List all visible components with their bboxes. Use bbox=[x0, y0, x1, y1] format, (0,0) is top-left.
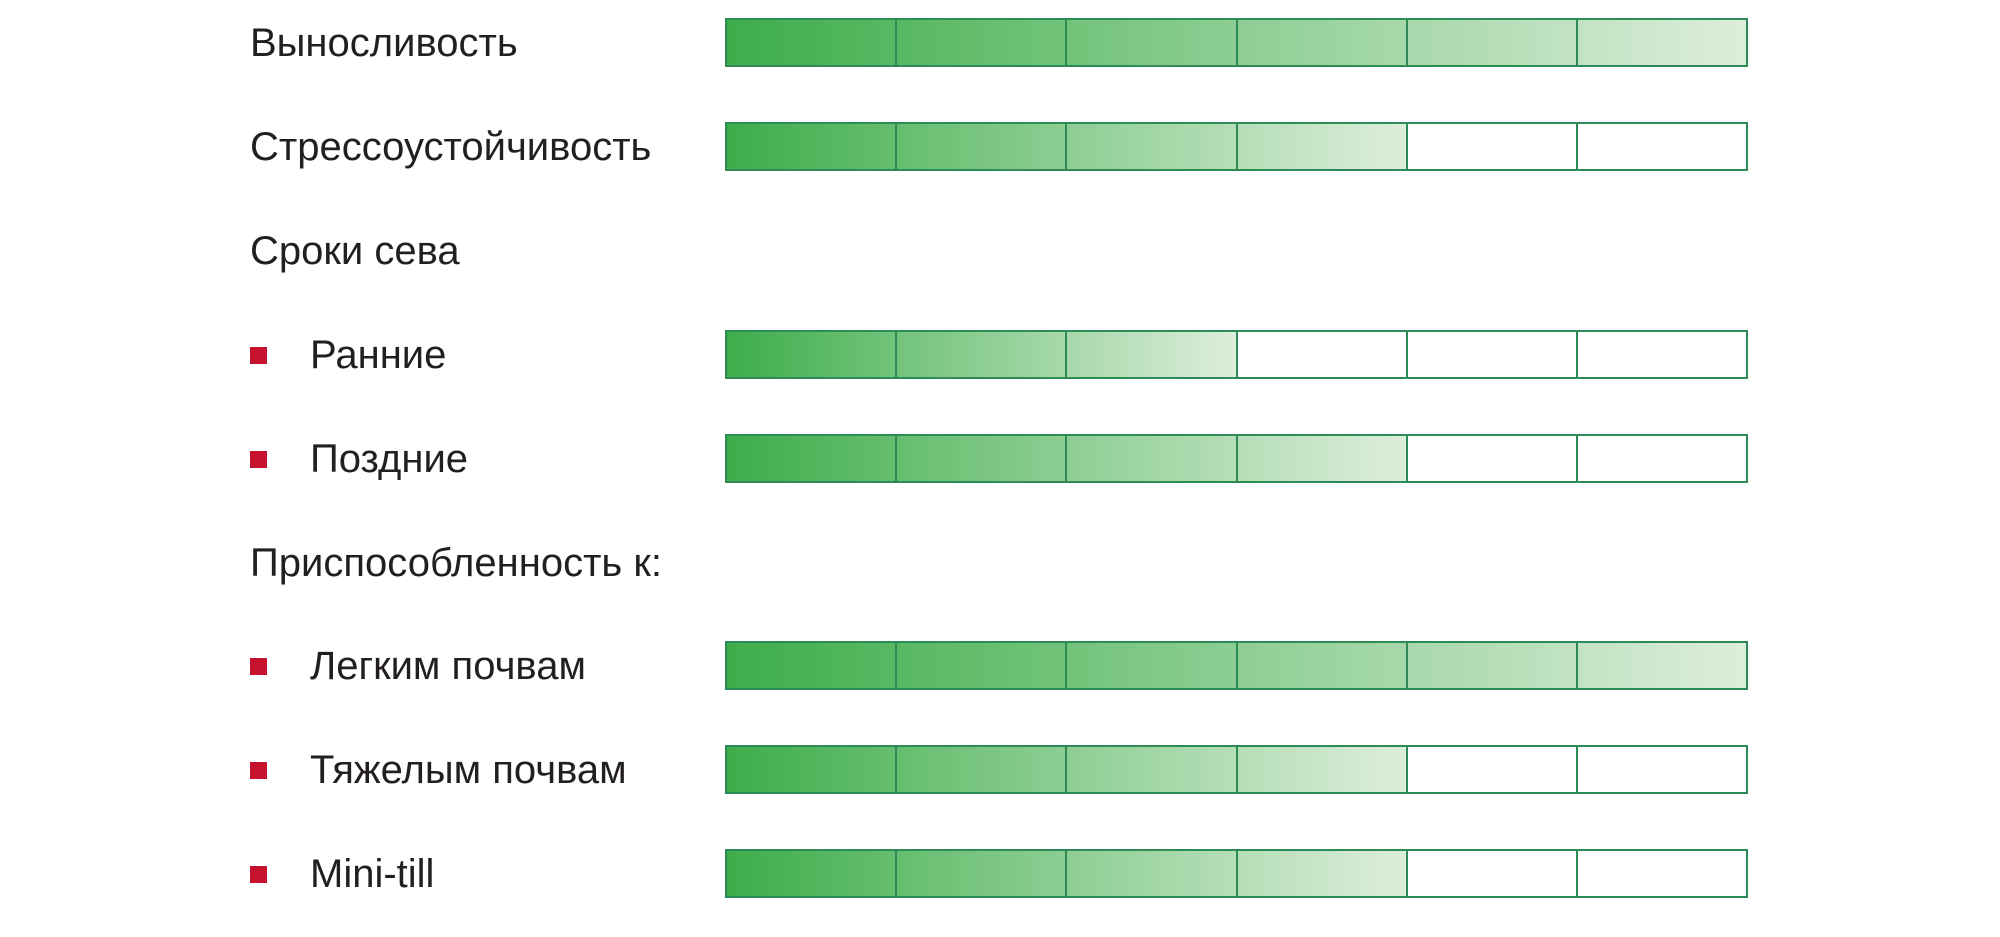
rating-cell-filled bbox=[1235, 124, 1406, 169]
rating-cell-empty bbox=[1405, 747, 1576, 792]
rating-cell-filled bbox=[1575, 643, 1747, 688]
section-heading-row: Приспособленность к: bbox=[0, 538, 2000, 588]
rating-cell-empty bbox=[1235, 332, 1406, 377]
trait-row: Ранние bbox=[0, 330, 2000, 380]
bullet-square-icon bbox=[250, 451, 267, 468]
bullet-square-icon bbox=[250, 658, 267, 675]
rating-bar bbox=[725, 641, 1748, 690]
section-heading-row: Сроки сева bbox=[0, 226, 2000, 276]
rating-cell-filled bbox=[1065, 643, 1236, 688]
rating-cell-filled bbox=[727, 643, 896, 688]
rating-bar bbox=[725, 18, 1748, 67]
rating-cell-filled bbox=[1065, 747, 1236, 792]
rating-cell-filled bbox=[895, 851, 1066, 896]
rating-bar bbox=[725, 849, 1748, 898]
rating-cell-filled bbox=[1065, 851, 1236, 896]
rating-cell-filled bbox=[1405, 643, 1576, 688]
rating-cell-filled bbox=[895, 332, 1066, 377]
rating-cell-filled bbox=[727, 332, 896, 377]
rating-bar bbox=[725, 745, 1748, 794]
rating-cell-empty bbox=[1575, 332, 1747, 377]
section-heading: Сроки сева bbox=[250, 229, 460, 273]
trait-row: Mini-till bbox=[0, 849, 2000, 899]
rating-cell-filled bbox=[1065, 124, 1236, 169]
rating-cell-empty bbox=[1405, 436, 1576, 481]
rating-cell-filled bbox=[1235, 20, 1406, 65]
trait-row: Поздние bbox=[0, 434, 2000, 484]
bullet-square-icon bbox=[250, 347, 267, 364]
rating-cell-filled bbox=[895, 20, 1066, 65]
rating-bar bbox=[725, 434, 1748, 483]
rating-cell-filled bbox=[1235, 851, 1406, 896]
rating-cell-filled bbox=[727, 20, 896, 65]
trait-label: Mini-till bbox=[310, 852, 435, 896]
rating-cell-filled bbox=[727, 436, 896, 481]
rating-cell-filled bbox=[1065, 332, 1236, 377]
rating-cell-empty bbox=[1405, 124, 1576, 169]
trait-row: Легким почвам bbox=[0, 641, 2000, 691]
rating-cell-filled bbox=[1235, 747, 1406, 792]
trait-label: Легким почвам bbox=[310, 644, 586, 688]
trait-label: Тяжелым почвам bbox=[310, 748, 627, 792]
rating-cell-empty bbox=[1575, 747, 1747, 792]
trait-row: Стрессоустойчивость bbox=[0, 122, 2000, 172]
rating-cell-empty bbox=[1575, 124, 1747, 169]
bullet-square-icon bbox=[250, 762, 267, 779]
trait-label: Поздние bbox=[310, 437, 469, 481]
rating-cell-empty bbox=[1575, 436, 1747, 481]
rating-cell-empty bbox=[1575, 851, 1747, 896]
trait-label: Выносливость bbox=[250, 21, 518, 65]
trait-row: Выносливость bbox=[0, 18, 2000, 68]
rating-cell-empty bbox=[1405, 332, 1576, 377]
rating-cell-filled bbox=[727, 747, 896, 792]
bullet-square-icon bbox=[250, 866, 267, 883]
rating-bar bbox=[725, 122, 1748, 171]
rating-cell-filled bbox=[895, 436, 1066, 481]
trait-label: Ранние bbox=[310, 333, 447, 377]
section-heading: Приспособленность к: bbox=[250, 541, 662, 585]
rating-cell-filled bbox=[895, 643, 1066, 688]
rating-cell-filled bbox=[1235, 436, 1406, 481]
rating-cell-filled bbox=[727, 124, 896, 169]
rating-cell-filled bbox=[1065, 436, 1236, 481]
rating-cell-filled bbox=[895, 747, 1066, 792]
rating-cell-filled bbox=[1405, 20, 1576, 65]
rating-cell-filled bbox=[727, 851, 896, 896]
rating-cell-filled bbox=[1235, 643, 1406, 688]
rating-bar bbox=[725, 330, 1748, 379]
trait-label: Стрессоустойчивость bbox=[250, 125, 652, 169]
rating-cell-filled bbox=[1575, 20, 1747, 65]
rating-cell-filled bbox=[895, 124, 1066, 169]
rating-cell-filled bbox=[1065, 20, 1236, 65]
rating-cell-empty bbox=[1405, 851, 1576, 896]
trait-row: Тяжелым почвам bbox=[0, 745, 2000, 795]
